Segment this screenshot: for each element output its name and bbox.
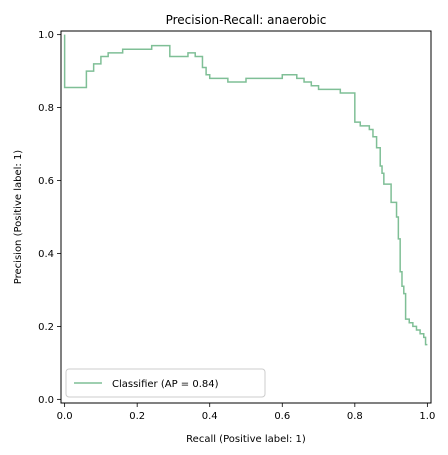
- plot-area: [63, 34, 428, 346]
- x-tick-label: 0.2: [129, 411, 145, 422]
- chart-title: Precision-Recall: anaerobic: [166, 13, 327, 27]
- x-tick-label: 0.6: [274, 411, 290, 422]
- pr-curve-line: [63, 34, 428, 346]
- y-tick-label: 0.0: [38, 395, 54, 406]
- legend: Classifier (AP = 0.84): [65, 368, 266, 398]
- plot-frame: [60, 30, 432, 404]
- y-axis-label: Precision (Positive label: 1): [13, 150, 24, 285]
- y-tick-label: 0.2: [38, 322, 54, 333]
- x-axis: 0.0 0.2 0.4 0.6 0.8 1.0: [57, 403, 435, 422]
- x-tick-label: 0.4: [202, 411, 218, 422]
- y-tick-label: 0.8: [38, 103, 54, 114]
- x-tick-label: 1.0: [419, 411, 435, 422]
- x-tick-label: 0.0: [57, 411, 73, 422]
- x-tick-label: 0.8: [347, 411, 363, 422]
- legend-box: [65, 368, 266, 398]
- y-tick-label: 0.6: [38, 176, 54, 187]
- y-axis: 0.0 0.2 0.4 0.6 0.8 1.0: [38, 30, 61, 406]
- legend-entry-label: Classifier (AP = 0.84): [112, 379, 219, 390]
- x-axis-label: Recall (Positive label: 1): [186, 434, 306, 445]
- y-tick-label: 0.4: [38, 249, 54, 260]
- y-tick-label: 1.0: [38, 30, 54, 41]
